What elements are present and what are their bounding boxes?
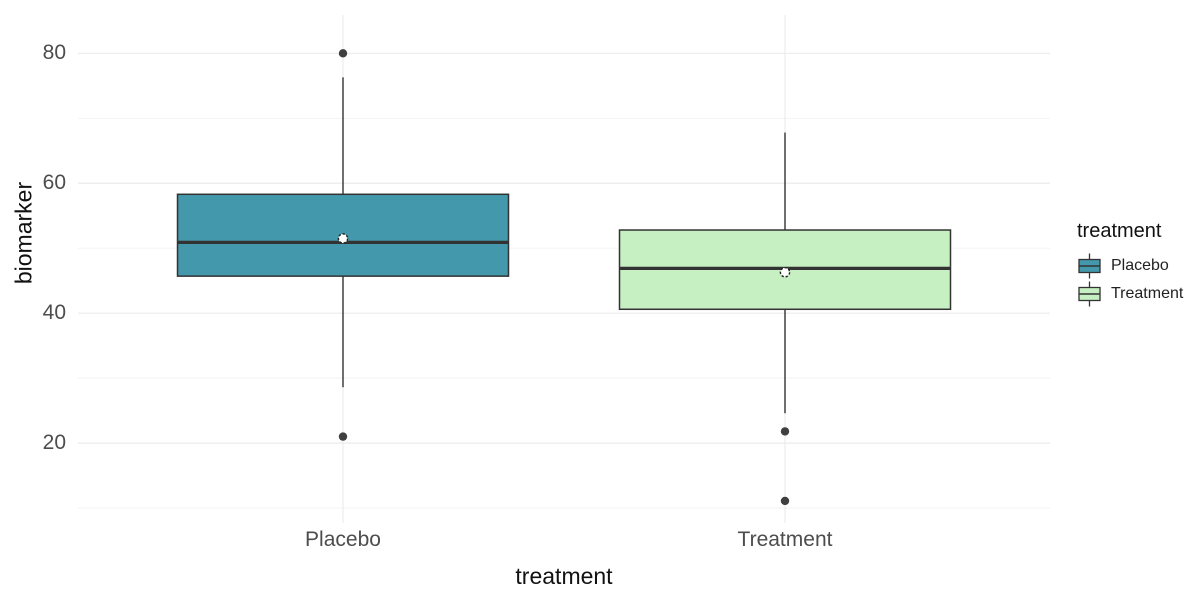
y-tick-label: 80: [42, 41, 66, 65]
x-category-label: Treatment: [737, 528, 833, 551]
legend: treatment Placebo Treatment: [1077, 220, 1183, 308]
mean-point-treatment: [779, 266, 791, 278]
legend-entry-label: Placebo: [1111, 257, 1169, 274]
y-tick-label: 40: [42, 301, 66, 325]
outlier-point-treatment: [780, 427, 790, 436]
outlier-point-placebo: [338, 432, 348, 441]
legend-entry: Treatment: [1077, 280, 1183, 308]
y-tick-label: 20: [42, 431, 66, 455]
outlier-point-placebo: [338, 49, 348, 58]
x-category-label: Placebo: [305, 528, 381, 551]
legend-key-boxplot-glyph: [1078, 281, 1101, 307]
y-tick-label: 60: [42, 171, 66, 195]
outlier-point-treatment: [780, 496, 790, 506]
legend-entry-label: Treatment: [1111, 285, 1184, 302]
legend-entry: Placebo: [1077, 252, 1183, 280]
x-axis-title: treatment: [515, 563, 613, 589]
mean-point-placebo: [337, 233, 349, 244]
legend-entries: Placebo Treatment: [1077, 252, 1183, 308]
legend-title: treatment: [1077, 220, 1162, 242]
y-axis-title: biomarker: [10, 181, 37, 285]
legend-key-boxplot-glyph: [1078, 253, 1101, 279]
